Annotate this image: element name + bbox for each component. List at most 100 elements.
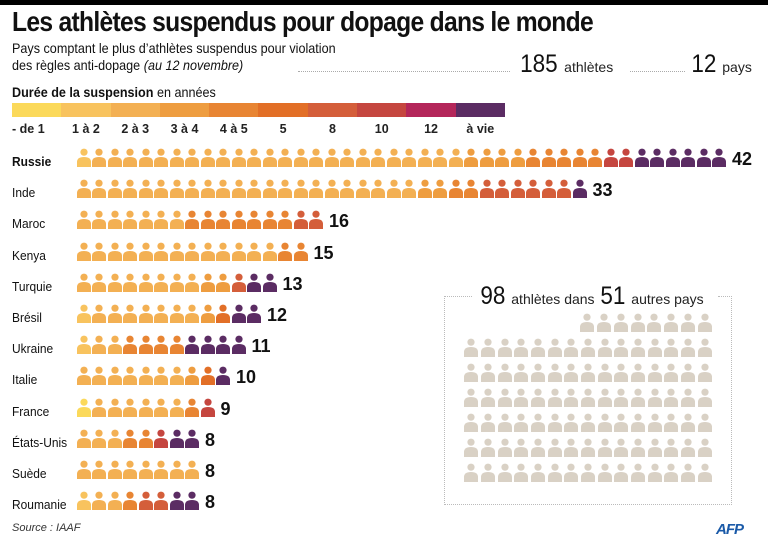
athlete-icon (309, 179, 325, 199)
athlete-icon (531, 438, 548, 458)
country-label: Brésil (12, 310, 42, 325)
athlete-icon (293, 210, 309, 230)
country-label: Roumanie (12, 497, 67, 513)
legend-label: 8 (328, 122, 336, 136)
athlete-icon (123, 179, 139, 199)
country-label: Ukraine (12, 341, 54, 357)
athlete-icon (123, 398, 139, 418)
legend-swatch (61, 103, 111, 117)
athlete-icon (169, 242, 185, 262)
legend-label: 2 à 3 (121, 122, 150, 136)
athlete-icon (262, 148, 278, 168)
subtitle-line2: des règles anti-dopage (12, 57, 141, 73)
country-count: 13 (282, 273, 303, 294)
athlete-icon (603, 148, 619, 168)
athlete-icon (557, 179, 573, 199)
date-note: (au 12 novembre) (143, 57, 244, 73)
athlete-icon (697, 313, 714, 333)
athlete-icon (355, 148, 371, 168)
country-icon-row (76, 273, 278, 295)
others-icon-row (464, 438, 714, 463)
athlete-icon (169, 491, 185, 511)
athlete-icon (138, 179, 154, 199)
athlete-icon (154, 304, 170, 324)
athlete-icon (481, 413, 498, 433)
athlete-icon (619, 148, 635, 168)
country-icon-row (76, 429, 200, 451)
athlete-icon (169, 335, 185, 355)
athlete-icon (92, 210, 108, 230)
athlete-icon (647, 413, 664, 433)
legend-label: 3 à 4 (170, 122, 199, 136)
total-countries-label: pays (722, 59, 752, 75)
athlete-icon (200, 148, 216, 168)
others-end-text: autres pays (631, 291, 704, 307)
athlete-icon (597, 438, 614, 458)
athlete-icon (154, 210, 170, 230)
athlete-icon (355, 179, 371, 199)
country-icon-row (76, 491, 200, 513)
athlete-icon (278, 210, 294, 230)
country-icon-row (76, 335, 247, 357)
athlete-icon (510, 179, 526, 199)
athlete-icon (681, 148, 697, 168)
athlete-icon (481, 463, 498, 483)
athlete-icon (185, 210, 201, 230)
athlete-icon (138, 273, 154, 293)
athlete-icon (154, 273, 170, 293)
athlete-icon (216, 366, 232, 386)
others-box-border (718, 296, 730, 297)
athlete-icon (216, 242, 232, 262)
athlete-icon (107, 460, 123, 480)
athlete-icon (185, 242, 201, 262)
athlete-icon (464, 338, 481, 358)
athlete-icon (664, 388, 681, 408)
athlete-icon (200, 398, 216, 418)
country-count: 11 (251, 336, 271, 357)
others-icon-grid (464, 313, 714, 488)
athlete-icon (340, 179, 356, 199)
athlete-icon (464, 413, 481, 433)
athlete-icon (169, 179, 185, 199)
legend-swatch (455, 103, 505, 117)
athlete-icon (76, 210, 92, 230)
athlete-icon (572, 148, 588, 168)
country-icon-row (76, 304, 262, 326)
athlete-icon (262, 210, 278, 230)
athlete-icon (514, 388, 531, 408)
athlete-icon (123, 210, 139, 230)
athlete-icon (481, 363, 498, 383)
athlete-icon (495, 179, 511, 199)
athlete-icon (154, 148, 170, 168)
athlete-icon (712, 148, 728, 168)
athlete-icon (185, 460, 201, 480)
athlete-icon (581, 338, 598, 358)
athlete-icon (664, 438, 681, 458)
athlete-icon (247, 242, 263, 262)
athlete-icon (464, 179, 480, 199)
athlete-icon (581, 463, 598, 483)
athlete-icon (231, 242, 247, 262)
athlete-icon (123, 273, 139, 293)
athlete-icon (107, 304, 123, 324)
athlete-icon (138, 366, 154, 386)
athlete-icon (596, 313, 613, 333)
athlete-icon (262, 179, 278, 199)
athlete-icon (123, 148, 139, 168)
athlete-icon (200, 273, 216, 293)
country-count: 12 (267, 305, 288, 325)
legend-label: 1 à 2 (72, 122, 100, 136)
athlete-icon (464, 363, 481, 383)
athlete-icon (247, 304, 263, 324)
legend-swatch (307, 103, 358, 117)
legend-swatch (12, 103, 62, 117)
legend-title-bold: Durée de la suspension (12, 84, 154, 100)
athlete-icon (647, 338, 664, 358)
athlete-icon (665, 148, 681, 168)
athlete-icon (581, 388, 598, 408)
country-icon-row (76, 460, 200, 482)
country-icon-row (76, 210, 324, 232)
athlete-icon (497, 463, 514, 483)
country-label: Turquie (12, 278, 53, 294)
athlete-icon (185, 304, 201, 324)
